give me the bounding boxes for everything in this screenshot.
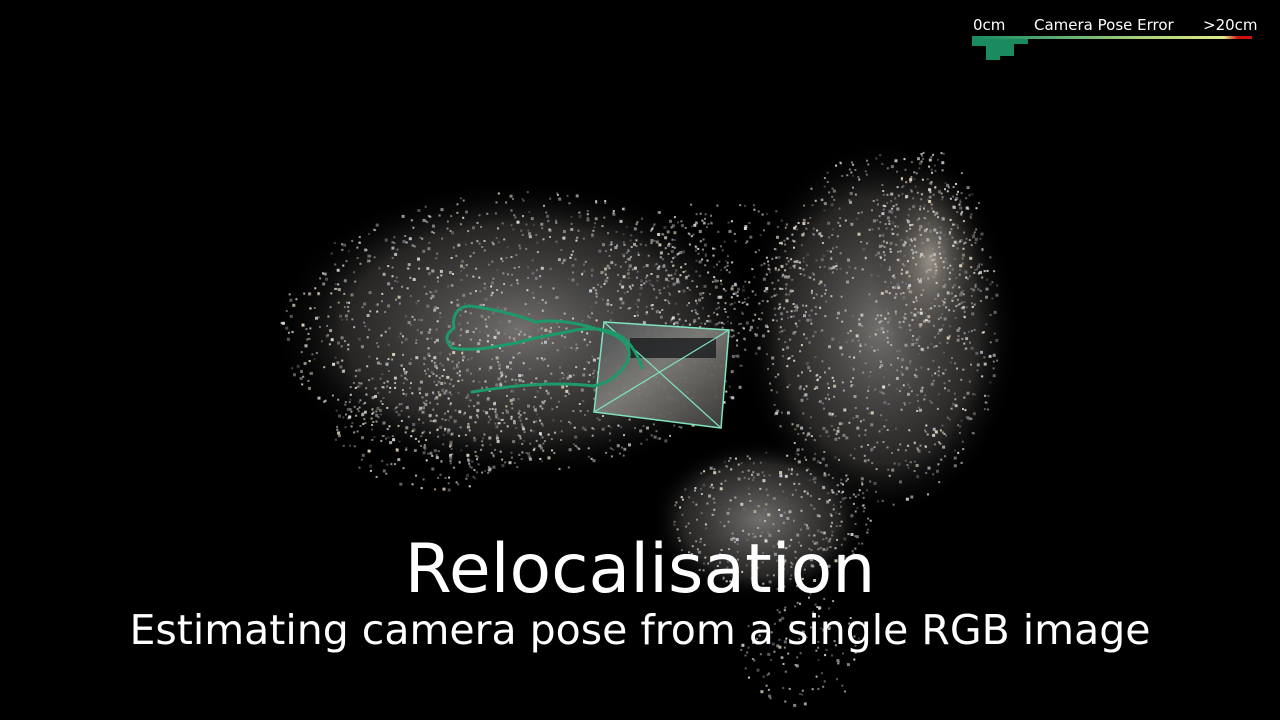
legend-min-label: 0cm [973, 16, 1006, 34]
error-color-scale [972, 36, 1252, 39]
camera-trajectory [445, 304, 644, 394]
legend-title: Camera Pose Error [1034, 16, 1174, 34]
page-title: Relocalisation [404, 530, 876, 609]
legend-max-label: >20cm [1203, 16, 1258, 34]
camera-frustum [593, 321, 730, 429]
point-cloud [270, 140, 1020, 707]
error-histogram [972, 39, 1028, 60]
page-subtitle: Estimating camera pose from a single RGB… [129, 606, 1151, 654]
